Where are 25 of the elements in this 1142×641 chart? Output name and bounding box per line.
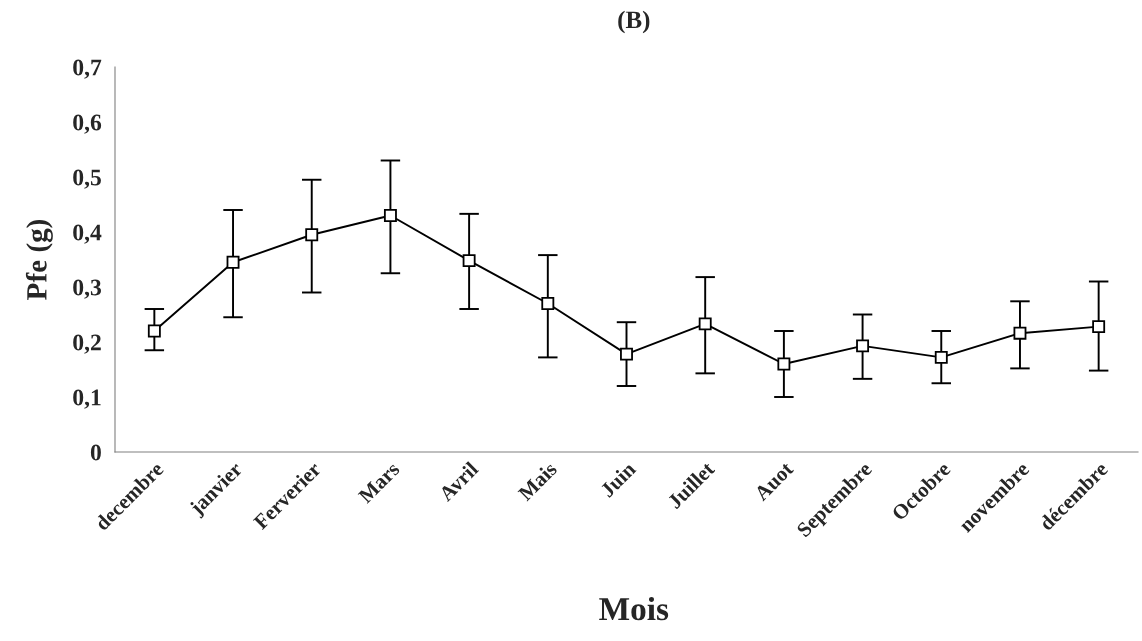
point (1092, 320, 1106, 334)
y-axis-title: Pfe (g) (25, 219, 53, 300)
x-tick-label: Juin (599, 460, 637, 498)
y-tick-label: 0,4 (73, 224, 102, 244)
y-tick-label: 0,3 (73, 279, 101, 299)
point (698, 317, 712, 331)
chart-title: (B) (618, 10, 650, 34)
point (462, 254, 476, 268)
x-axis-title: Mois (599, 596, 669, 621)
y-tick-label: 0,7 (73, 59, 102, 79)
point (305, 228, 319, 242)
point (147, 324, 161, 338)
y-tick-label: 0,2 (73, 334, 101, 354)
y-tick-label: 0,6 (73, 114, 102, 134)
point (541, 297, 555, 310)
point (934, 350, 948, 364)
point (383, 209, 397, 222)
y-tick-label: 0,1 (73, 389, 101, 409)
point (856, 339, 870, 353)
point (620, 347, 633, 361)
point (777, 357, 791, 371)
y-tick-label: 0 (90, 444, 101, 461)
point (226, 255, 240, 269)
y-tick-label: 0,5 (73, 169, 101, 189)
point (1013, 326, 1027, 340)
